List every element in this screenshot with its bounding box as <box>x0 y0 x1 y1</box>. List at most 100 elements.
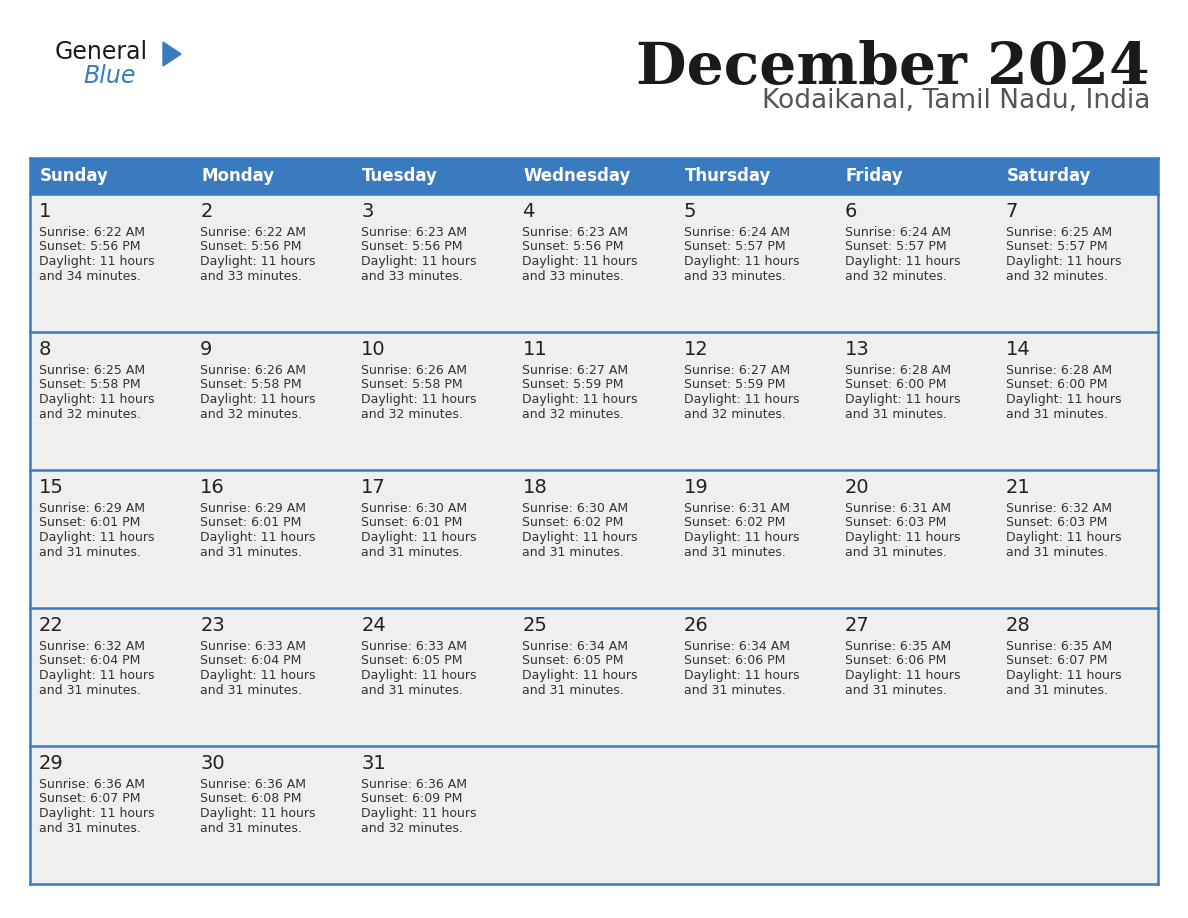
Text: and 31 minutes.: and 31 minutes. <box>523 684 625 697</box>
Polygon shape <box>353 332 513 470</box>
Text: Sunrise: 6:36 AM: Sunrise: 6:36 AM <box>361 778 467 791</box>
Text: Sunrise: 6:25 AM: Sunrise: 6:25 AM <box>39 364 145 377</box>
Text: 23: 23 <box>200 616 225 635</box>
Text: Daylight: 11 hours: Daylight: 11 hours <box>1006 669 1121 682</box>
Polygon shape <box>675 746 835 884</box>
Text: 25: 25 <box>523 616 548 635</box>
Text: Thursday: Thursday <box>684 167 771 185</box>
Text: Sunset: 6:04 PM: Sunset: 6:04 PM <box>39 655 140 667</box>
Text: and 31 minutes.: and 31 minutes. <box>845 408 947 420</box>
Text: Daylight: 11 hours: Daylight: 11 hours <box>683 255 800 268</box>
Polygon shape <box>191 194 353 332</box>
Text: and 31 minutes.: and 31 minutes. <box>39 822 141 834</box>
Polygon shape <box>675 608 835 746</box>
Text: and 31 minutes.: and 31 minutes. <box>39 684 141 697</box>
Text: Sunrise: 6:23 AM: Sunrise: 6:23 AM <box>523 226 628 239</box>
Text: Sunrise: 6:36 AM: Sunrise: 6:36 AM <box>200 778 307 791</box>
Text: Sunset: 6:02 PM: Sunset: 6:02 PM <box>523 517 624 530</box>
Text: Sunrise: 6:34 AM: Sunrise: 6:34 AM <box>523 640 628 653</box>
Text: Sunset: 6:07 PM: Sunset: 6:07 PM <box>1006 655 1107 667</box>
Text: and 31 minutes.: and 31 minutes. <box>683 684 785 697</box>
Text: Sunset: 5:59 PM: Sunset: 5:59 PM <box>683 378 785 391</box>
Text: Daylight: 11 hours: Daylight: 11 hours <box>683 393 800 406</box>
Text: Sunset: 6:09 PM: Sunset: 6:09 PM <box>361 792 462 805</box>
Text: Sunset: 6:01 PM: Sunset: 6:01 PM <box>39 517 140 530</box>
Text: Daylight: 11 hours: Daylight: 11 hours <box>39 255 154 268</box>
Text: Daylight: 11 hours: Daylight: 11 hours <box>1006 393 1121 406</box>
Text: Sunrise: 6:26 AM: Sunrise: 6:26 AM <box>200 364 307 377</box>
Polygon shape <box>835 608 997 746</box>
Text: and 32 minutes.: and 32 minutes. <box>683 408 785 420</box>
Text: Sunset: 5:56 PM: Sunset: 5:56 PM <box>523 241 624 253</box>
Text: and 31 minutes.: and 31 minutes. <box>39 545 141 558</box>
Polygon shape <box>513 194 675 332</box>
Text: 3: 3 <box>361 202 374 221</box>
Text: and 34 minutes.: and 34 minutes. <box>39 270 141 283</box>
Text: Sunrise: 6:31 AM: Sunrise: 6:31 AM <box>845 502 950 515</box>
Polygon shape <box>675 158 835 194</box>
Text: Sunset: 6:03 PM: Sunset: 6:03 PM <box>1006 517 1107 530</box>
Text: 28: 28 <box>1006 616 1031 635</box>
Text: Daylight: 11 hours: Daylight: 11 hours <box>200 669 316 682</box>
Text: and 31 minutes.: and 31 minutes. <box>200 822 302 834</box>
Text: and 32 minutes.: and 32 minutes. <box>361 408 463 420</box>
Text: 9: 9 <box>200 340 213 359</box>
Text: Sunday: Sunday <box>40 167 109 185</box>
Text: and 31 minutes.: and 31 minutes. <box>1006 684 1107 697</box>
Polygon shape <box>191 332 353 470</box>
Text: and 31 minutes.: and 31 minutes. <box>361 545 463 558</box>
Text: 20: 20 <box>845 478 870 497</box>
Text: 27: 27 <box>845 616 870 635</box>
Text: Daylight: 11 hours: Daylight: 11 hours <box>845 393 960 406</box>
Text: and 33 minutes.: and 33 minutes. <box>683 270 785 283</box>
Text: 31: 31 <box>361 754 386 773</box>
Polygon shape <box>835 194 997 332</box>
Text: Sunset: 6:06 PM: Sunset: 6:06 PM <box>683 655 785 667</box>
Text: and 33 minutes.: and 33 minutes. <box>200 270 302 283</box>
Polygon shape <box>191 608 353 746</box>
Text: 1: 1 <box>39 202 51 221</box>
Text: 13: 13 <box>845 340 870 359</box>
Text: Sunrise: 6:22 AM: Sunrise: 6:22 AM <box>200 226 307 239</box>
Text: Daylight: 11 hours: Daylight: 11 hours <box>200 807 316 820</box>
Text: Sunset: 6:07 PM: Sunset: 6:07 PM <box>39 792 140 805</box>
Text: Wednesday: Wednesday <box>524 167 631 185</box>
Text: Sunset: 6:04 PM: Sunset: 6:04 PM <box>200 655 302 667</box>
Text: 2: 2 <box>200 202 213 221</box>
Text: Daylight: 11 hours: Daylight: 11 hours <box>1006 531 1121 544</box>
Text: and 31 minutes.: and 31 minutes. <box>523 545 625 558</box>
Text: 16: 16 <box>200 478 225 497</box>
Text: Sunrise: 6:27 AM: Sunrise: 6:27 AM <box>683 364 790 377</box>
Polygon shape <box>675 194 835 332</box>
Polygon shape <box>675 470 835 608</box>
Text: 17: 17 <box>361 478 386 497</box>
Text: and 31 minutes.: and 31 minutes. <box>845 545 947 558</box>
Text: Sunrise: 6:32 AM: Sunrise: 6:32 AM <box>39 640 145 653</box>
Text: Daylight: 11 hours: Daylight: 11 hours <box>200 531 316 544</box>
Text: and 32 minutes.: and 32 minutes. <box>1006 270 1107 283</box>
Text: Sunset: 5:58 PM: Sunset: 5:58 PM <box>361 378 463 391</box>
Text: Daylight: 11 hours: Daylight: 11 hours <box>683 531 800 544</box>
Polygon shape <box>513 332 675 470</box>
Text: 10: 10 <box>361 340 386 359</box>
Text: Sunrise: 6:35 AM: Sunrise: 6:35 AM <box>1006 640 1112 653</box>
Polygon shape <box>997 746 1158 884</box>
Text: Sunset: 5:57 PM: Sunset: 5:57 PM <box>845 241 947 253</box>
Text: Sunset: 5:56 PM: Sunset: 5:56 PM <box>361 241 463 253</box>
Text: Sunrise: 6:27 AM: Sunrise: 6:27 AM <box>523 364 628 377</box>
Polygon shape <box>30 470 191 608</box>
Polygon shape <box>30 158 191 194</box>
Polygon shape <box>835 470 997 608</box>
Polygon shape <box>835 158 997 194</box>
Text: Daylight: 11 hours: Daylight: 11 hours <box>523 255 638 268</box>
Text: Sunrise: 6:29 AM: Sunrise: 6:29 AM <box>39 502 145 515</box>
Polygon shape <box>513 746 675 884</box>
Text: and 33 minutes.: and 33 minutes. <box>523 270 625 283</box>
Text: and 31 minutes.: and 31 minutes. <box>361 684 463 697</box>
Text: 7: 7 <box>1006 202 1018 221</box>
Text: Sunset: 5:57 PM: Sunset: 5:57 PM <box>683 241 785 253</box>
Polygon shape <box>30 608 191 746</box>
Text: Sunrise: 6:33 AM: Sunrise: 6:33 AM <box>200 640 307 653</box>
Text: 5: 5 <box>683 202 696 221</box>
Text: Sunset: 6:00 PM: Sunset: 6:00 PM <box>1006 378 1107 391</box>
